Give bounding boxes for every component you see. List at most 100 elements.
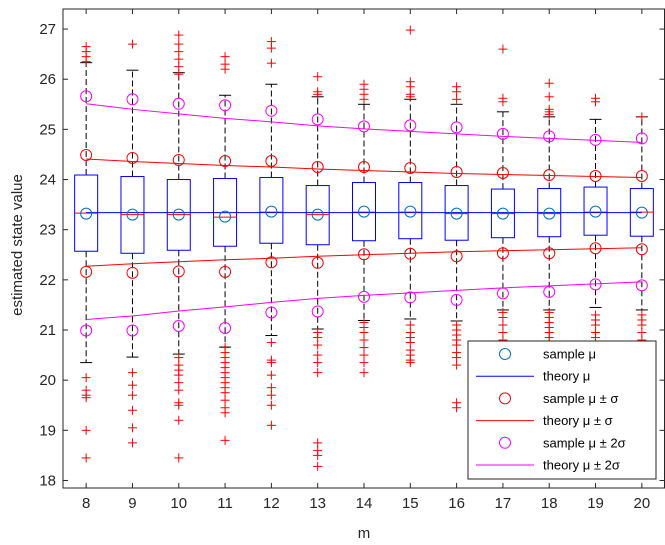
sample-mu-plus-2sigma-point-18 [543,130,556,143]
theory-mu-minus-sigma-line [86,247,642,267]
y-tick-label-25: 25 [39,121,56,138]
outlier-point-13-11 [313,450,323,460]
sample-mu-minus-sigma-point-17 [496,247,509,260]
box-14 [352,182,376,242]
outlier-point-9-3 [127,390,137,400]
sample-mu-plus-2sigma-point-15 [404,119,417,132]
outlier-point-17-6 [498,328,508,338]
outlier-point-13-0 [313,72,323,82]
sample-mu-minus-sigma-point-14 [358,248,370,261]
outlier-point-10-4 [174,62,184,72]
outlier-point-11-15 [220,408,230,418]
outlier-point-10-5 [174,69,184,79]
sample-mu-plus-sigma-point-17 [496,167,509,180]
legend: sample μ theory μ sample μ ± σ theory μ ± σ… [467,340,657,480]
sample-mu-plus-sigma-point-11 [219,154,232,167]
outlier-point-16-9 [452,353,462,363]
outlier-point-16-10 [452,360,462,370]
outlier-point-12-1 [266,43,276,53]
y-tick-label-22: 22 [39,272,56,289]
y-tick-label-24: 24 [39,172,56,189]
box-12 [259,177,284,244]
outlier-point-14-7 [359,335,369,345]
x-tick-label-12: 12 [263,495,280,512]
outlier-point-12-6 [266,370,276,380]
y-tick-label-20: 20 [39,372,56,389]
outlier-point-10-9 [174,370,184,380]
x-tick-label-14: 14 [356,495,373,512]
sample-mu-minus-2sigma-point-20 [635,279,648,292]
legend-entry-label-1: theory μ [543,369,590,384]
outlier-point-9-6 [127,438,137,448]
outlier-point-9-1 [127,368,137,378]
outlier-point-17-2 [498,97,508,107]
outlier-point-20-0 [637,112,647,122]
outlier-point-8-9 [81,453,91,463]
y-tick-label-19: 19 [39,422,56,439]
outlier-point-16-12 [452,403,462,413]
theory-mu-minus-2sigma-line [86,281,642,320]
outlier-point-10-0 [174,30,184,40]
outlier-point-12-5 [266,358,276,368]
sample-mu-point-8 [80,207,93,220]
outlier-point-19-1 [591,97,601,107]
sample-mu-plus-2sigma-point-14 [358,120,370,133]
box-15 [398,182,423,240]
outlier-point-10-13 [174,400,184,410]
outlier-point-18-4 [544,109,554,119]
outlier-point-16-2 [452,94,462,104]
outlier-point-10-2 [174,47,184,57]
sample-mu-minus-sigma-point-12 [265,256,278,269]
sample-mu-plus-sigma-point-15 [404,161,417,174]
sample-mu-plus-2sigma-point-17 [496,127,509,140]
plot-area [63,9,665,488]
x-tick-label-11: 11 [217,495,233,512]
legend-symbol-0 [499,348,511,360]
outlier-point-12-10 [266,420,276,430]
outlier-point-12-9 [266,400,276,410]
sample-mu-point-10 [172,208,185,221]
x-axis-title: m [358,525,371,542]
outlier-point-15-0 [405,25,415,35]
outlier-point-14-6 [359,328,369,338]
sample-mu-plus-sigma-point-12 [265,154,278,167]
x-tick-label-9: 9 [128,495,136,512]
y-tick-label-23: 23 [39,222,56,239]
sample-mu-point-13 [311,208,324,221]
x-tick-label-17: 17 [495,495,512,512]
sample-mu-plus-sigma-point-16 [450,166,463,179]
legend-entry-label-2: sample μ ± σ [543,391,618,406]
sample-mu-minus-sigma-point-9 [126,266,139,279]
outlier-point-16-1 [452,87,462,97]
sample-mu-plus-2sigma-point-9 [126,93,139,106]
outlier-point-11-13 [220,395,230,405]
theory-mu-plus-2sigma-line [86,103,642,143]
outlier-point-9-2 [127,380,137,390]
sample-mu-plus-sigma-point-13 [311,160,324,173]
y-tick-label-26: 26 [39,71,56,88]
sample-mu-minus-sigma-point-13 [311,256,324,269]
outlier-point-12-7 [266,383,276,393]
outlier-point-10-6 [174,353,184,363]
outlier-point-10-1 [174,39,184,49]
outlier-point-12-2 [266,58,276,68]
sample-mu-point-11 [219,210,232,223]
outlier-point-12-3 [266,338,276,348]
outlier-point-15-12 [405,358,415,368]
outlier-point-17-4 [498,312,508,322]
outlier-point-18-1 [544,92,554,102]
outlier-point-11-0 [220,52,230,62]
sample-mu-minus-2sigma-point-12 [265,306,278,319]
sample-mu-plus-2sigma-point-20 [635,132,648,145]
outlier-point-20-3 [637,320,647,330]
outlier-point-9-0 [127,39,137,49]
outlier-point-10-11 [174,385,184,395]
sample-mu-minus-sigma-point-19 [589,242,602,255]
legend-symbol-2 [499,392,511,405]
outlier-point-13-8 [313,368,323,378]
x-tick-label-13: 13 [309,495,326,512]
legend-symbol-4 [499,436,511,449]
outlier-point-14-10 [359,358,369,368]
outlier-point-15-4 [405,92,415,102]
outlier-point-18-0 [544,78,554,88]
